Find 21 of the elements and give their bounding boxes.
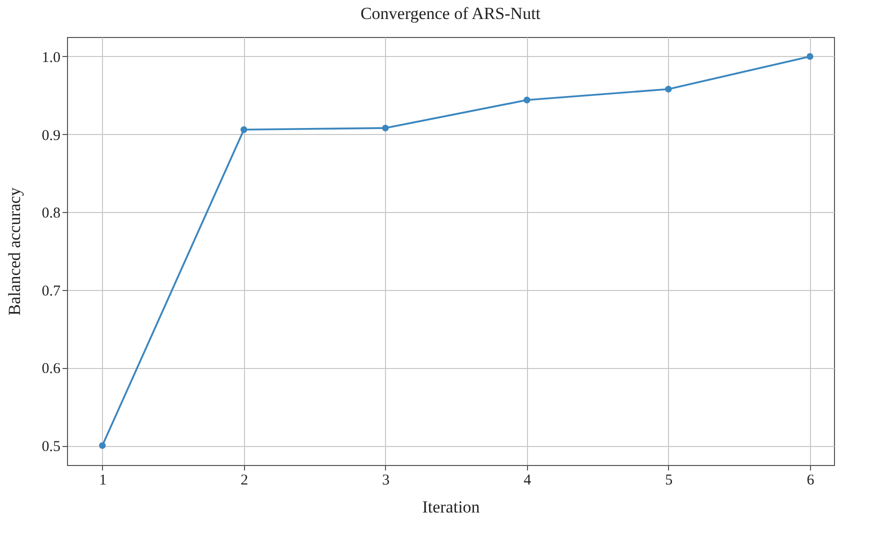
x-tick-label: 4 xyxy=(524,472,532,488)
x-tick-label: 6 xyxy=(806,472,815,488)
y-tick-label: 1.0 xyxy=(42,50,60,66)
point xyxy=(240,126,248,133)
y-tick-label: 0.6 xyxy=(42,361,61,378)
point xyxy=(665,86,672,92)
x-tick-label: 5 xyxy=(665,472,673,488)
x-tick-label: 3 xyxy=(382,472,390,488)
point xyxy=(524,96,530,104)
y-axis-title: Balanced accuracy xyxy=(4,187,24,316)
x-axis-title: Iteration xyxy=(422,498,480,516)
point xyxy=(806,53,814,60)
x-tick-label: 1 xyxy=(99,472,107,488)
y-tick-label: 0.9 xyxy=(42,128,60,144)
y-tick-label: 0.8 xyxy=(42,206,60,222)
y-tick-label: 0.5 xyxy=(42,439,60,456)
chart-title: Convergence of ARS-Nutt xyxy=(360,4,541,23)
x-tick-label: 2 xyxy=(240,472,248,488)
y-tick-label: 0.7 xyxy=(42,283,61,300)
point xyxy=(99,442,106,449)
point xyxy=(382,124,389,132)
